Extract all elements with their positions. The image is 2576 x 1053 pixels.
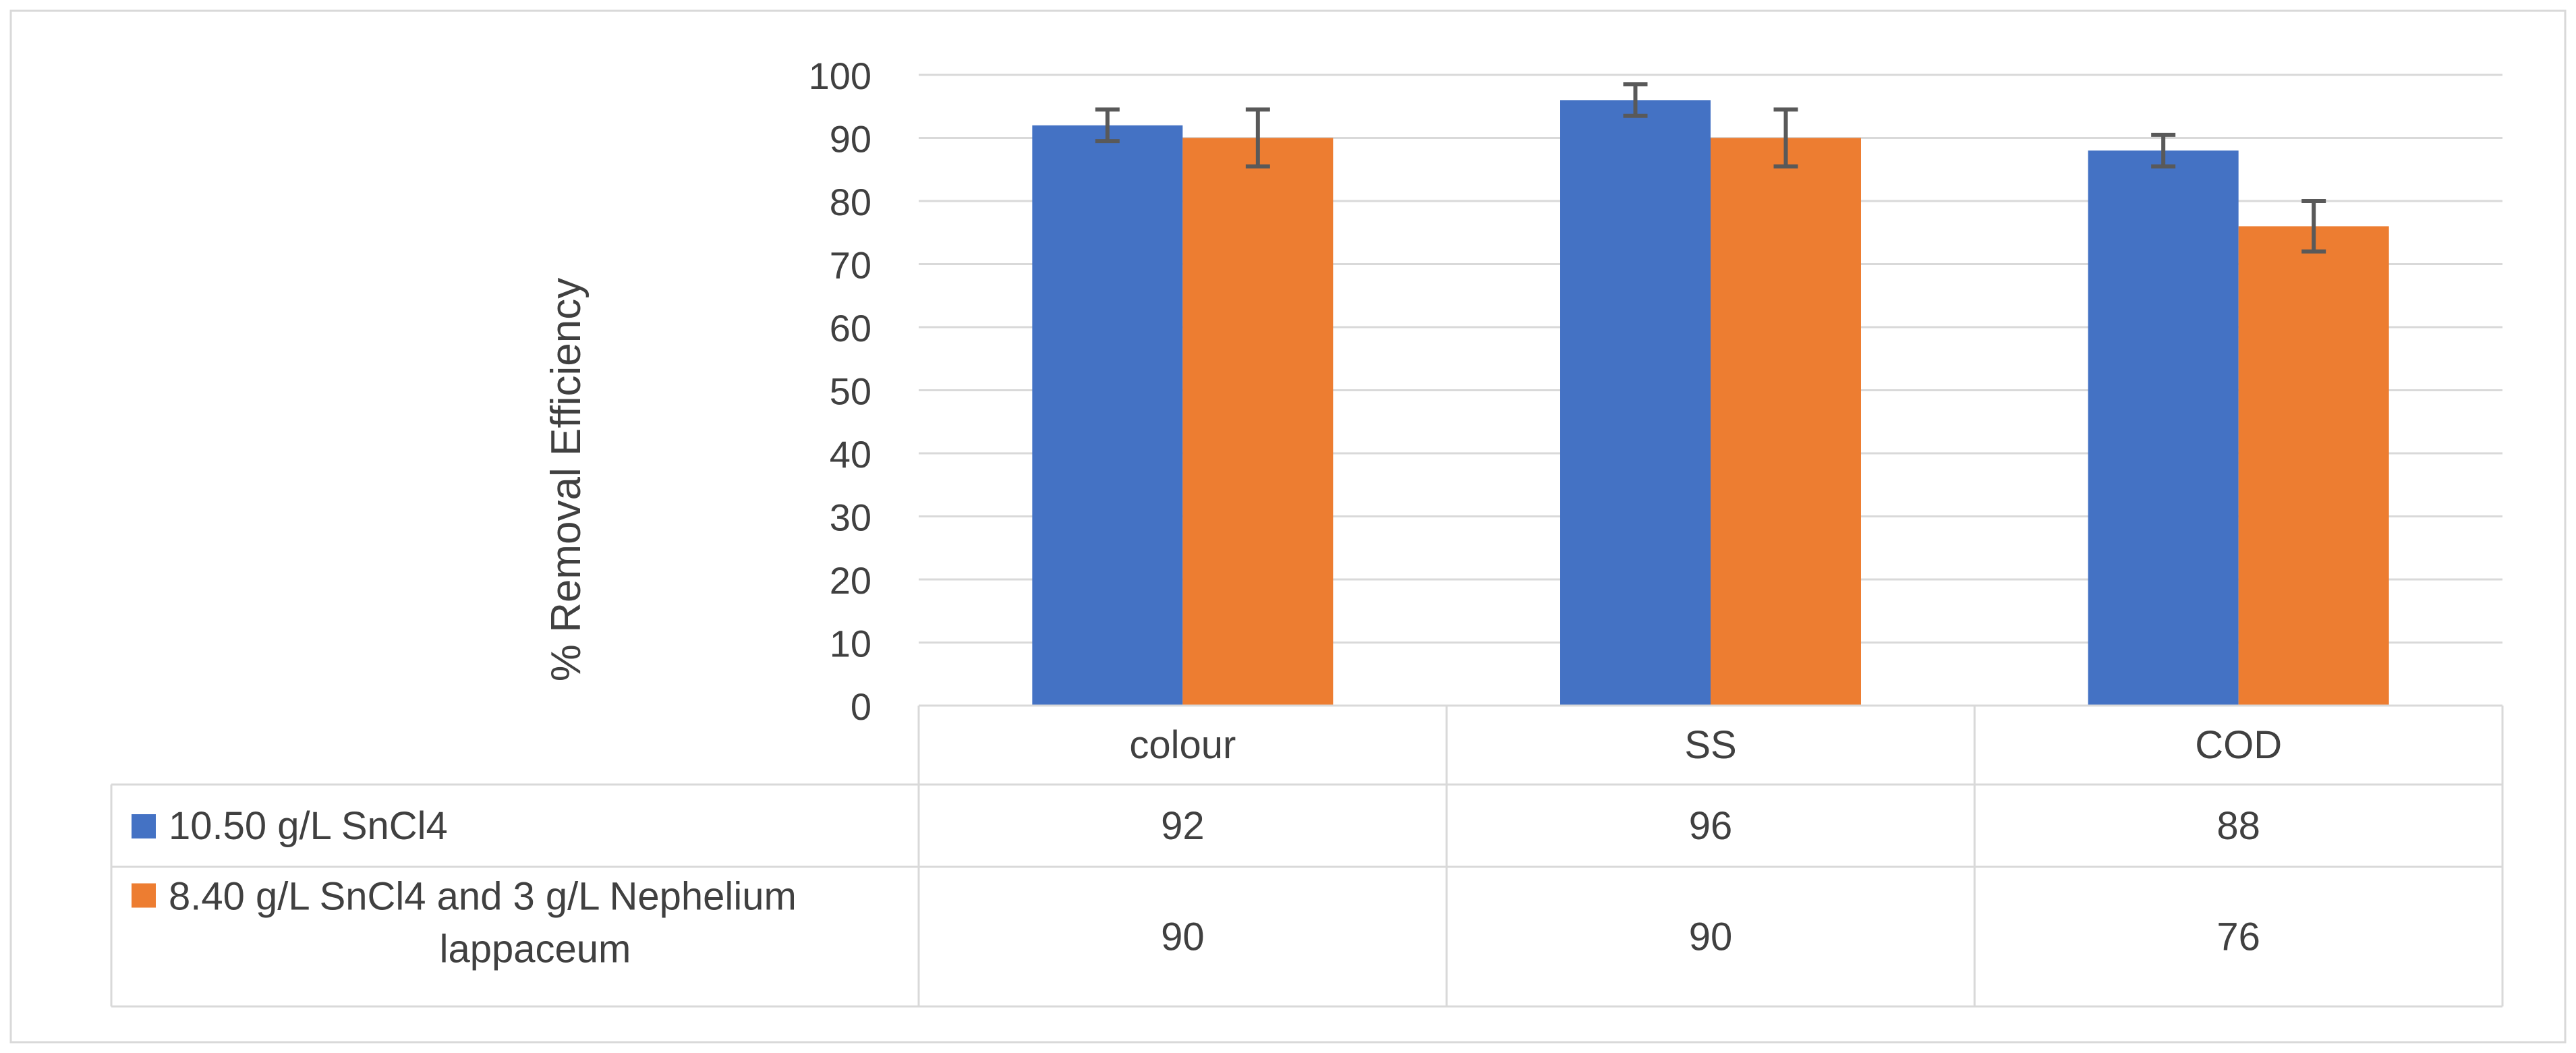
legend-label: lappaceum [440, 928, 631, 971]
error-bar [2301, 199, 2326, 254]
y-tick-label: 50 [830, 370, 871, 413]
legend-label: 10.50 g/L SnCl4 [169, 804, 448, 848]
x-category-label: COD [2195, 723, 2282, 767]
y-axis-title: % Removal Efficiency [543, 278, 590, 681]
error-bar [1773, 107, 1798, 169]
error-bar [2151, 132, 2176, 169]
error-bar [1095, 107, 1120, 144]
error-bar [1245, 107, 1270, 169]
error-bar [1623, 82, 1648, 118]
y-tick-labels: 0 10 20 30 40 50 60 70 80 90 100 [809, 55, 871, 728]
bar [1711, 138, 1861, 706]
table-cell-value: 90 [1161, 915, 1205, 959]
table-cell-value: 90 [1689, 915, 1733, 959]
table-cell-value: 88 [2216, 804, 2260, 848]
table-cell-value: 76 [2216, 915, 2260, 959]
table-cell-value: 92 [1161, 804, 1205, 848]
bars [1032, 100, 2389, 706]
x-category-label: colour [1129, 723, 1236, 767]
x-category-label: SS [1684, 723, 1736, 767]
data-table: colour SS COD 10.50 g/L SnCl4 92 96 88 8.40 g/L… [110, 704, 2504, 1008]
y-tick-label: 90 [830, 118, 871, 161]
y-tick-label: 100 [809, 55, 871, 97]
y-tick-label: 80 [830, 181, 871, 223]
bar [1560, 100, 1711, 706]
bar [2088, 150, 2239, 706]
bar [1182, 138, 1334, 706]
legend-label: 8.40 g/L SnCl4 and 3 g/L Nephelium [169, 875, 797, 919]
y-tick-label: 70 [830, 244, 871, 287]
legend-key [132, 883, 156, 908]
y-tick-label: 30 [830, 496, 871, 539]
y-tick-label: 20 [830, 559, 871, 602]
y-tick-label: 60 [830, 307, 871, 349]
y-tick-label: 10 [830, 623, 871, 665]
bar [1032, 125, 1183, 706]
error-bars [1095, 82, 2326, 254]
table-cell-value: 96 [1689, 804, 1733, 848]
bar [2238, 226, 2389, 706]
legend-key [132, 814, 156, 838]
y-tick-label: 0 [851, 685, 871, 728]
y-tick-label: 40 [830, 433, 871, 476]
